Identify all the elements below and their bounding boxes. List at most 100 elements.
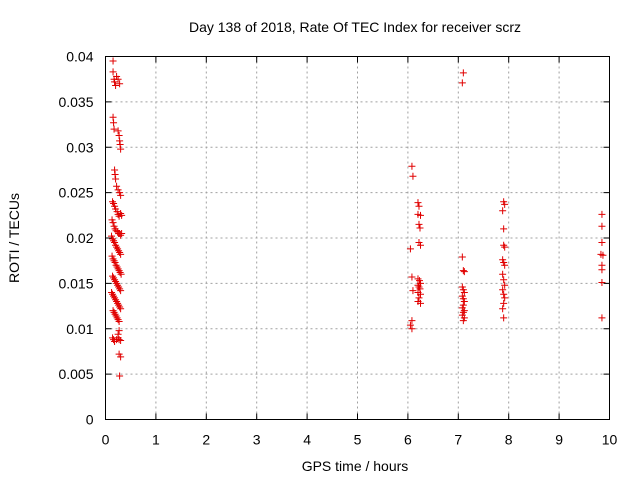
data-point (114, 281, 122, 289)
data-point (112, 82, 120, 90)
y-axis-label: ROTI / TECUs (6, 193, 22, 283)
y-tick-label: 0.01 (66, 321, 93, 337)
data-point (116, 137, 124, 145)
data-point (115, 317, 123, 325)
data-point (501, 261, 509, 269)
data-point (114, 245, 122, 253)
data-point (501, 294, 509, 302)
data-point (111, 78, 119, 86)
y-tick-label: 0.03 (66, 139, 93, 155)
data-point (500, 225, 508, 233)
data-point (109, 219, 117, 227)
data-point (459, 267, 467, 275)
data-point (117, 270, 125, 278)
data-point (114, 299, 122, 307)
data-point (109, 307, 117, 315)
axis-ticks (105, 56, 610, 420)
data-point (110, 292, 118, 300)
y-tick-label: 0.025 (58, 185, 93, 201)
data-point (408, 273, 416, 281)
data-point (414, 281, 422, 289)
y-tick-label: 0.015 (58, 275, 93, 291)
x-tick-label: 1 (152, 432, 160, 448)
data-point (108, 288, 116, 296)
data-point (501, 243, 509, 251)
data-point (110, 237, 118, 245)
data-point (117, 209, 125, 217)
data-point (414, 275, 422, 283)
data-point (117, 191, 125, 199)
data-point (417, 299, 424, 307)
data-point (460, 298, 468, 306)
data-point (460, 268, 468, 276)
grid (105, 56, 610, 420)
data-point (110, 257, 118, 265)
data-point (117, 231, 125, 239)
data-point (115, 283, 123, 291)
data-point (499, 270, 507, 278)
data-point (113, 263, 121, 271)
data-point (115, 131, 123, 139)
data-point (117, 287, 125, 295)
data-point (417, 211, 424, 219)
data-point (409, 287, 417, 295)
data-point (500, 299, 508, 307)
data-point (501, 281, 509, 289)
data-point (111, 310, 119, 318)
data-point (109, 57, 117, 65)
data-point (117, 305, 125, 313)
data-point (118, 229, 126, 237)
y-tick-label: 0 (86, 412, 94, 428)
data-point (114, 316, 122, 324)
data-point (117, 145, 125, 153)
data-point (117, 337, 125, 345)
data-point (109, 235, 117, 243)
x-tick-label: 9 (555, 432, 563, 448)
data-point (113, 314, 121, 322)
data-point (598, 278, 606, 286)
data-point (417, 290, 424, 298)
x-tick-label: 5 (354, 432, 362, 448)
data-point (406, 245, 414, 253)
data-points (108, 57, 607, 380)
data-point (415, 220, 423, 228)
data-point (408, 325, 416, 333)
data-point (110, 308, 118, 316)
data-point (416, 285, 424, 293)
data-point (116, 268, 124, 276)
data-point (117, 250, 125, 258)
y-tick-label: 0.035 (58, 94, 93, 110)
data-point (110, 125, 118, 133)
data-point (417, 241, 424, 249)
data-point (109, 290, 117, 298)
x-tick-label: 10 (602, 432, 618, 448)
data-point (111, 276, 119, 284)
x-tick-labels: 0 1 2 3 4 5 6 7 8 9 10 (102, 432, 618, 448)
data-point (112, 312, 120, 320)
data-point (109, 255, 117, 263)
x-tick-label: 0 (102, 432, 110, 448)
data-point (111, 166, 119, 174)
data-point (500, 241, 508, 249)
data-point (598, 314, 606, 322)
x-tick-label: 3 (253, 432, 261, 448)
data-point (113, 182, 121, 190)
data-point (598, 239, 606, 247)
data-point (113, 279, 121, 287)
data-point (414, 199, 422, 207)
data-point (500, 290, 508, 298)
data-point (458, 79, 466, 87)
data-point (109, 272, 117, 280)
data-point (415, 202, 423, 210)
data-point (109, 198, 117, 206)
data-point (598, 210, 606, 218)
data-point (116, 372, 124, 380)
data-point (116, 249, 124, 257)
data-point (116, 303, 124, 311)
data-point (116, 80, 124, 88)
data-point (113, 243, 121, 251)
data-point (114, 75, 122, 83)
data-point (598, 222, 606, 230)
data-point (115, 267, 123, 275)
data-point (116, 285, 124, 293)
